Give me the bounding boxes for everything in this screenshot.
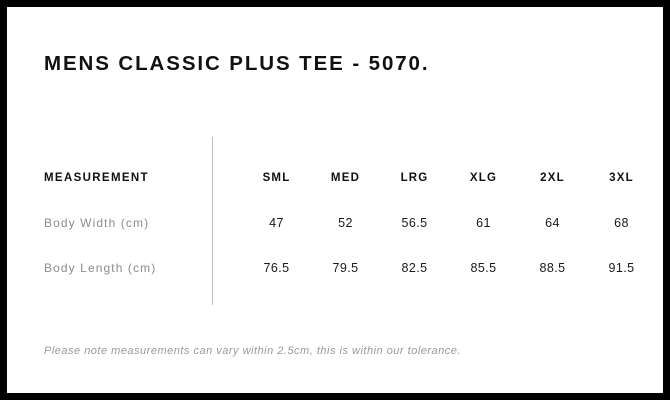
column-header-xlg: XLG — [469, 172, 498, 184]
cell-body-length-2xl: 88.5 — [539, 261, 566, 275]
tolerance-note: Please note measurements can vary within… — [44, 345, 461, 357]
cell-body-width-med: 52 — [338, 216, 353, 230]
column-header-2xl: 2XL — [540, 172, 565, 184]
cell-body-width-xlg: 61 — [476, 216, 491, 230]
column-header-sml: SML — [262, 172, 291, 184]
table-vertical-divider — [212, 137, 213, 305]
cell-body-length-xlg: 85.5 — [470, 261, 497, 275]
size-column-headers: SML MED LRG XLG 2XL 3XL — [242, 167, 656, 189]
row-values-body-length: 76.5 79.5 82.5 85.5 88.5 91.5 — [242, 257, 656, 279]
column-header-3xl: 3XL — [609, 172, 634, 184]
cell-body-width-lrg: 56.5 — [401, 216, 428, 230]
cell-body-width-sml: 47 — [269, 216, 284, 230]
cell-body-length-lrg: 82.5 — [401, 261, 428, 275]
table-row: Body Length (cm) 76.5 79.5 82.5 85.5 88.… — [44, 257, 656, 302]
row-label-body-length: Body Length (cm) — [44, 261, 157, 275]
cell-body-width-3xl: 68 — [614, 216, 629, 230]
row-label-body-width: Body Width (cm) — [44, 216, 150, 230]
row-values-body-width: 47 52 56.5 61 64 68 — [242, 212, 656, 234]
cell-body-length-sml: 76.5 — [263, 261, 290, 275]
page-title: MENS CLASSIC PLUS TEE - 5070. — [44, 52, 430, 75]
cell-body-length-med: 79.5 — [332, 261, 359, 275]
table-row: Body Width (cm) 47 52 56.5 61 64 68 — [44, 212, 656, 257]
size-table: MEASUREMENT SML MED LRG XLG 2XL 3XL Body… — [44, 167, 656, 302]
column-header-lrg: LRG — [400, 172, 429, 184]
table-header-row: MEASUREMENT SML MED LRG XLG 2XL 3XL — [44, 167, 656, 212]
column-header-med: MED — [330, 172, 361, 184]
column-header-measurement: MEASUREMENT — [44, 172, 149, 184]
size-chart-body: MENS CLASSIC PLUS TEE - 5070. MEASUREMEN… — [7, 7, 663, 393]
cell-body-width-2xl: 64 — [545, 216, 560, 230]
cell-body-length-3xl: 91.5 — [608, 261, 635, 275]
